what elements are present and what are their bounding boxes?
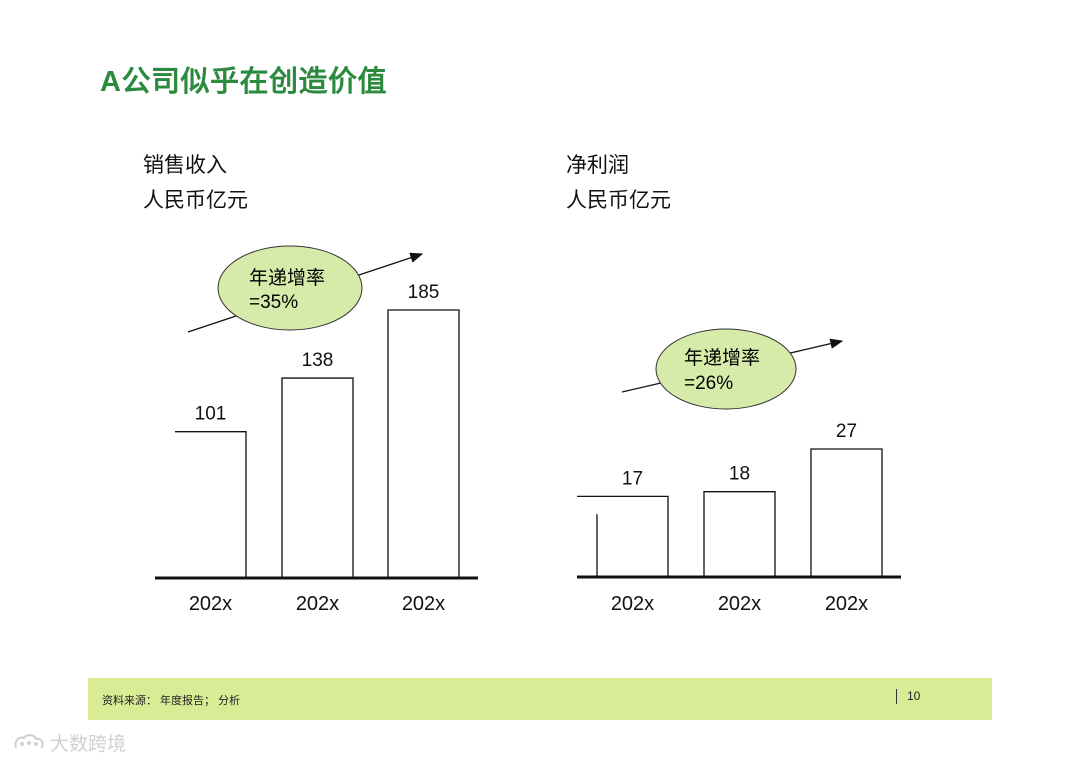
sales-chart-heading: 销售收入 人民币亿元 [143,148,248,218]
profit-chart-heading: 净利润 人民币亿元 [566,148,671,218]
profit-category-label-1: 202x [611,593,654,615]
sales-bar-2-value-label: 138 [302,350,334,371]
sales-bar-3-value-label: 185 [408,282,440,303]
sales-category-label-1: 202x [189,593,232,615]
profit-bar-2-value-label: 18 [729,464,750,485]
sales-category-label-3: 202x [402,593,445,615]
sales-growth-value: =35% [249,292,298,313]
sales-bar-1 [175,431,247,578]
profit-category-label-3: 202x [825,593,868,615]
sales-bar-1-value-label: 101 [195,404,227,425]
profit-bar-1-value-label: 17 [622,468,643,489]
profit-bar-1 [577,495,669,577]
sales-category-label-2: 202x [296,593,339,615]
watermark-text: 大数跨境 [50,734,127,755]
sales-chart-title: 销售收入 [143,154,227,177]
watermark: 大数跨境 [12,729,126,756]
watermark-logo-icon [14,733,44,749]
profit-growth-ellipse [655,328,797,410]
page-number: 10 [896,689,920,704]
profit-bar-2 [703,491,776,577]
profit-bar-3 [810,448,883,577]
sales-bar-2 [281,377,354,578]
profit-chart-unit: 人民币亿元 [566,189,671,212]
profit-growth-label: 年递增率 [684,347,760,369]
sales-growth-ellipse [217,245,363,331]
footer-bar: 资料来源： 年度报告； 分析 10 [88,678,992,720]
profit-category-label-2: 202x [718,593,761,615]
page-title: A公司似乎在创造价值 [100,66,387,98]
sales-growth-label: 年递增率 [249,267,325,289]
sales-chart-unit: 人民币亿元 [143,189,248,212]
profit-bar-3-value-label: 27 [836,421,857,442]
profit-chart-title: 净利润 [566,154,629,177]
sales-bar-3 [387,309,460,578]
source-note: 资料来源： 年度报告； 分析 [102,695,241,707]
profit-growth-value: =26% [684,373,733,394]
